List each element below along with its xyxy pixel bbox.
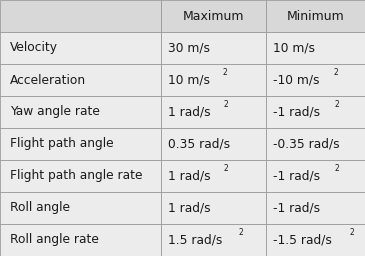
Text: 2: 2	[238, 228, 243, 238]
Text: 2: 2	[222, 68, 227, 78]
Bar	[0, 96, 161, 128]
Bar	[161, 32, 266, 64]
Text: -0.35 rad/s: -0.35 rad/s	[273, 137, 340, 151]
Bar	[0, 32, 161, 64]
Bar	[266, 96, 365, 128]
Text: Flight path angle: Flight path angle	[9, 137, 113, 151]
Bar	[266, 0, 365, 32]
Text: Roll angle rate: Roll angle rate	[9, 233, 99, 247]
Text: 1.5 rad/s: 1.5 rad/s	[168, 233, 222, 247]
Text: 2: 2	[223, 100, 228, 110]
Text: 1 rad/s: 1 rad/s	[168, 105, 211, 119]
Text: Roll angle: Roll angle	[9, 201, 70, 215]
Text: 2: 2	[349, 228, 354, 238]
Bar	[0, 128, 161, 160]
Bar	[161, 64, 266, 96]
Bar	[161, 128, 266, 160]
Bar	[161, 96, 266, 128]
Bar	[266, 160, 365, 192]
Bar	[266, 192, 365, 224]
Text: 2: 2	[334, 100, 339, 110]
Bar	[161, 192, 266, 224]
Bar	[266, 128, 365, 160]
Text: Minimum: Minimum	[287, 9, 345, 23]
Text: -1.5 rad/s: -1.5 rad/s	[273, 233, 332, 247]
Text: 10 m/s: 10 m/s	[168, 73, 210, 87]
Bar	[0, 64, 161, 96]
Bar	[0, 0, 161, 32]
Text: Maximum: Maximum	[183, 9, 244, 23]
Text: -1 rad/s: -1 rad/s	[273, 169, 320, 183]
Bar	[0, 160, 161, 192]
Text: -1 rad/s: -1 rad/s	[273, 201, 320, 215]
Text: 2: 2	[334, 164, 339, 174]
Text: 0.35 rad/s: 0.35 rad/s	[168, 137, 230, 151]
Bar	[0, 224, 161, 256]
Bar	[161, 224, 266, 256]
Text: 2: 2	[333, 68, 338, 78]
Bar	[161, 0, 266, 32]
Text: Flight path angle rate: Flight path angle rate	[9, 169, 142, 183]
Text: Acceleration: Acceleration	[9, 73, 86, 87]
Text: 10 m/s: 10 m/s	[273, 41, 315, 55]
Bar	[161, 160, 266, 192]
Text: 1 rad/s: 1 rad/s	[168, 169, 211, 183]
Bar	[266, 32, 365, 64]
Bar	[266, 64, 365, 96]
Text: -10 m/s: -10 m/s	[273, 73, 320, 87]
Text: 1 rad/s: 1 rad/s	[168, 201, 211, 215]
Bar	[0, 192, 161, 224]
Text: -1 rad/s: -1 rad/s	[273, 105, 320, 119]
Text: 30 m/s: 30 m/s	[168, 41, 210, 55]
Text: Yaw angle rate: Yaw angle rate	[9, 105, 100, 119]
Text: Velocity: Velocity	[9, 41, 58, 55]
Text: 2: 2	[223, 164, 228, 174]
Bar	[266, 224, 365, 256]
